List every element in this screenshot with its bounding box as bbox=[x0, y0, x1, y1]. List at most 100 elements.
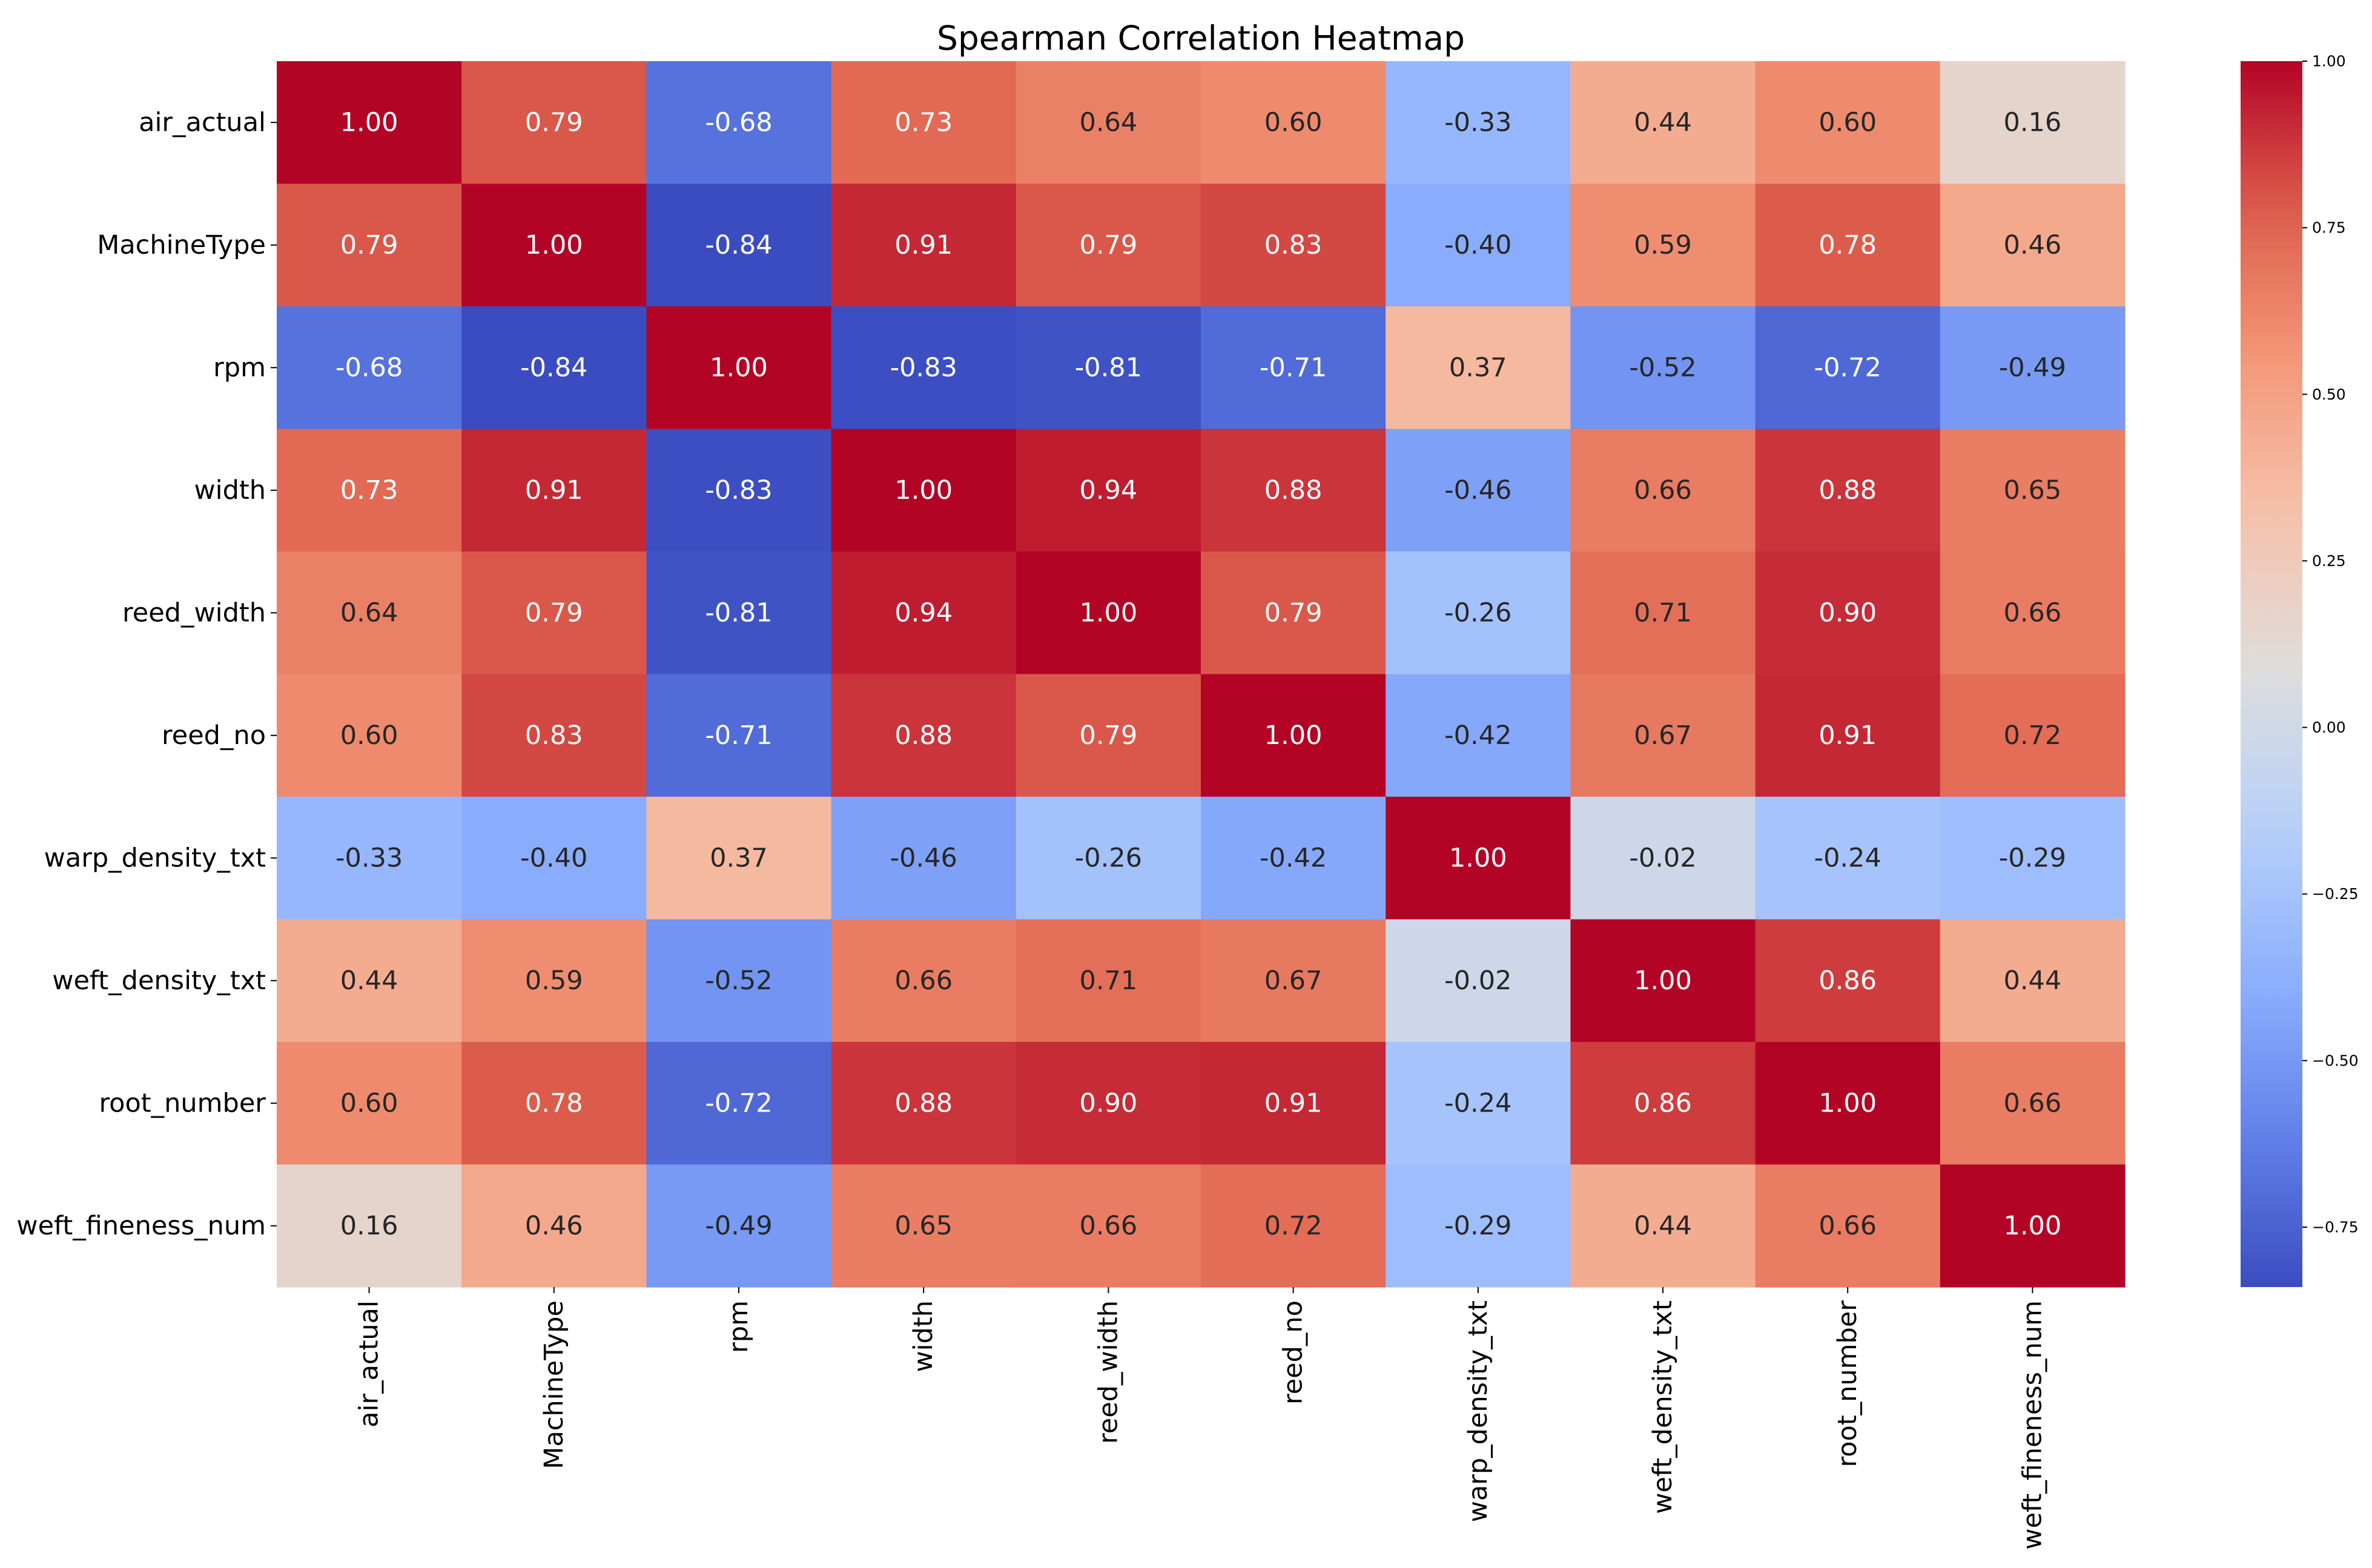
heatmap-cell bbox=[1940, 1164, 2126, 1288]
heatmap-cell bbox=[1570, 919, 1756, 1043]
heatmap-cell bbox=[461, 674, 647, 797]
heatmap-cell bbox=[277, 1164, 462, 1288]
heatmap-cell bbox=[461, 797, 647, 920]
heatmap-cell bbox=[1755, 552, 1941, 675]
heatmap-cell bbox=[1940, 183, 2126, 307]
colorbar-tick-label: 1.00 bbox=[2312, 53, 2346, 70]
heatmap-cell-value: -0.81 bbox=[1075, 352, 1142, 383]
heatmap-cell bbox=[1016, 429, 1201, 552]
heatmap-cell bbox=[646, 306, 832, 430]
heatmap-cell bbox=[1755, 919, 1941, 1043]
heatmap-cell-value: 1.00 bbox=[1264, 720, 1323, 751]
heatmap-cell-value: -0.02 bbox=[1629, 843, 1696, 873]
heatmap-cell-value: 0.91 bbox=[894, 230, 953, 260]
heatmap-cell bbox=[277, 552, 462, 675]
heatmap-cell bbox=[831, 429, 1017, 552]
heatmap-cell bbox=[1570, 1042, 1756, 1165]
heatmap-cell bbox=[831, 919, 1017, 1043]
heatmap-cell bbox=[1201, 674, 1386, 797]
heatmap-cell bbox=[646, 674, 832, 797]
heatmap-cell-value: 0.46 bbox=[2004, 230, 2062, 260]
heatmap-cell-value: 0.86 bbox=[1819, 966, 1877, 996]
heatmap-cell bbox=[1940, 919, 2126, 1043]
heatmap-cell-value: 0.60 bbox=[1819, 107, 1877, 137]
heatmap-cell-value: -0.52 bbox=[705, 966, 772, 996]
heatmap-cell-value: 0.66 bbox=[1080, 1211, 1138, 1241]
heatmap-cell bbox=[831, 674, 1017, 797]
chart-title: Spearman Correlation Heatmap bbox=[937, 19, 1465, 58]
heatmap-cell bbox=[1940, 674, 2126, 797]
x-axis-tick-label: warp_density_txt bbox=[1463, 1300, 1493, 1522]
y-axis-tick-label: warp_density_txt bbox=[44, 843, 266, 873]
heatmap-cell bbox=[1016, 1164, 1201, 1288]
heatmap-cell bbox=[461, 552, 647, 675]
heatmap-cell-value: 0.59 bbox=[1634, 230, 1692, 260]
heatmap-cell-value: 0.71 bbox=[1080, 966, 1138, 996]
heatmap-cell bbox=[1755, 61, 1941, 185]
heatmap-cell bbox=[1940, 61, 2126, 185]
heatmap-cell bbox=[1201, 552, 1386, 675]
heatmap-cell bbox=[461, 183, 647, 307]
heatmap-cell bbox=[1386, 61, 1571, 185]
colorbar-tick-label: −0.50 bbox=[2312, 1052, 2359, 1069]
heatmap-cell bbox=[646, 919, 832, 1043]
heatmap-cell bbox=[646, 552, 832, 675]
heatmap-cell-value: 0.91 bbox=[1264, 1088, 1323, 1118]
heatmap-cell-value: 1.00 bbox=[710, 352, 768, 383]
heatmap-cell-value: 0.16 bbox=[2004, 107, 2062, 137]
heatmap-cell-value: -0.84 bbox=[520, 352, 587, 383]
heatmap-cell-value: 0.79 bbox=[525, 107, 583, 137]
heatmap-cell-value: 1.00 bbox=[525, 230, 583, 260]
y-axis-tick-label: reed_width bbox=[122, 598, 266, 628]
heatmap-cell-value: 1.00 bbox=[894, 475, 953, 506]
heatmap-cell-value: 0.83 bbox=[525, 720, 583, 751]
heatmap-cell bbox=[1016, 552, 1201, 675]
heatmap-cell-value: 0.65 bbox=[2004, 475, 2062, 506]
heatmap-cell bbox=[646, 1042, 832, 1165]
heatmap-cell-value: 0.79 bbox=[525, 598, 583, 628]
heatmap-cell-value: 1.00 bbox=[1634, 966, 1692, 996]
heatmap-cell-value: 0.16 bbox=[340, 1211, 398, 1241]
heatmap-cell-value: 0.44 bbox=[2004, 966, 2062, 996]
colorbar-gradient bbox=[2241, 61, 2302, 1287]
heatmap-cell bbox=[1940, 797, 2126, 920]
heatmap-cell bbox=[646, 61, 832, 185]
heatmap-cell bbox=[1016, 306, 1201, 430]
heatmap-cell bbox=[1201, 61, 1386, 185]
heatmap-cell bbox=[1755, 429, 1941, 552]
heatmap-cell-value: 0.94 bbox=[1080, 475, 1138, 506]
heatmap-cell-value: 0.88 bbox=[894, 720, 953, 751]
heatmap-cell-value: -0.68 bbox=[705, 107, 772, 137]
heatmap-cell-value: -0.49 bbox=[705, 1211, 772, 1241]
heatmap-cell-value: 0.64 bbox=[340, 598, 398, 628]
heatmap-cell-value: 0.90 bbox=[1819, 598, 1877, 628]
x-axis-tick-label: MachineType bbox=[539, 1300, 569, 1469]
colorbar-tick-label: −0.75 bbox=[2312, 1218, 2359, 1236]
heatmap-cell-value: 0.64 bbox=[1080, 107, 1138, 137]
heatmap-cell bbox=[461, 1042, 647, 1165]
heatmap-cell-value: -0.02 bbox=[1444, 966, 1511, 996]
x-axis-tick-label: width bbox=[908, 1300, 939, 1372]
heatmap-cell bbox=[1570, 61, 1756, 185]
heatmap-cell-value: 0.73 bbox=[340, 475, 398, 506]
heatmap-cell-value: 0.44 bbox=[1634, 1211, 1692, 1241]
heatmap-cell bbox=[1016, 919, 1201, 1043]
heatmap-cell-value: 0.37 bbox=[1449, 352, 1507, 383]
heatmap-cell-value: -0.26 bbox=[1444, 598, 1511, 628]
heatmap-cell bbox=[1386, 1042, 1571, 1165]
x-axis-tick-label: root_number bbox=[1832, 1300, 1863, 1468]
y-axis-tick-label: rpm bbox=[213, 352, 266, 383]
heatmap-cell-value: 0.91 bbox=[525, 475, 583, 506]
heatmap-cell-value: -0.26 bbox=[1075, 843, 1142, 873]
heatmap-cell-value: 0.86 bbox=[1634, 1088, 1692, 1118]
heatmap-cell-value: 0.72 bbox=[2004, 720, 2062, 751]
heatmap-cell bbox=[1755, 1164, 1941, 1288]
heatmap-cell-value: 0.60 bbox=[340, 720, 398, 751]
heatmap-cell bbox=[1570, 1164, 1756, 1288]
heatmap-cell bbox=[1386, 429, 1571, 552]
heatmap-cell-value: -0.33 bbox=[335, 843, 403, 873]
heatmap-cell-labels: 1.00 0.79 -0.68 0.73 0.64 0.60 -0.33 0.44 0.60 0.… bbox=[335, 107, 2066, 1241]
x-axis-tick-label: air_actual bbox=[354, 1300, 385, 1428]
heatmap-cell-value: 0.79 bbox=[1080, 720, 1138, 751]
heatmap-cell bbox=[277, 919, 462, 1043]
